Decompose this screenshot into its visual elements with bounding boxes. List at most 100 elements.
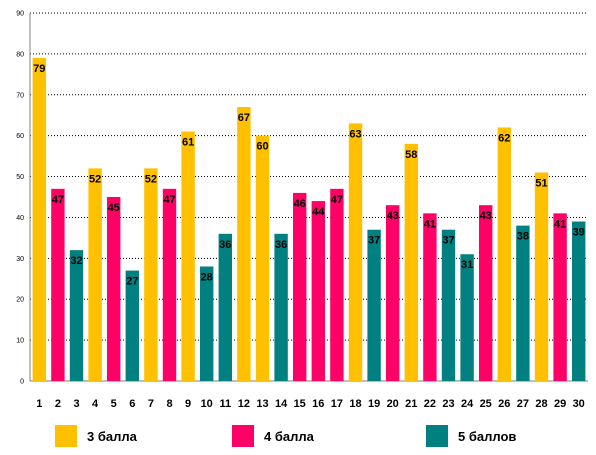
x-tick-label-24: 24 bbox=[461, 398, 474, 410]
bar-28 bbox=[534, 172, 549, 381]
y-tick-label-80: 80 bbox=[16, 51, 24, 58]
bar-25 bbox=[479, 205, 493, 381]
data-label-19: 37 bbox=[368, 235, 380, 247]
x-tick-label-17: 17 bbox=[331, 398, 343, 410]
x-tick-label-29: 29 bbox=[554, 398, 566, 410]
data-label-10: 28 bbox=[201, 272, 213, 284]
x-tick-label-9: 9 bbox=[185, 398, 191, 410]
bar-27 bbox=[516, 225, 530, 381]
bar-19 bbox=[367, 229, 381, 381]
bar-6 bbox=[125, 270, 139, 381]
bar-14 bbox=[274, 233, 288, 381]
y-tick-label-40: 40 bbox=[16, 215, 24, 222]
data-label-23: 37 bbox=[442, 235, 454, 247]
bar-24 bbox=[460, 254, 474, 381]
bar-22 bbox=[423, 213, 437, 381]
x-tick-label-25: 25 bbox=[480, 398, 492, 410]
bar-10 bbox=[200, 266, 214, 381]
data-label-11: 36 bbox=[219, 239, 231, 251]
bars bbox=[32, 57, 586, 382]
data-label-15: 46 bbox=[294, 198, 306, 210]
legend-item-4-points: 4 балла bbox=[232, 422, 314, 450]
x-tick-label-7: 7 bbox=[148, 398, 154, 410]
x-tick-label-14: 14 bbox=[275, 398, 288, 410]
data-label-29: 41 bbox=[554, 218, 566, 230]
data-label-16: 44 bbox=[312, 206, 325, 218]
bar-21 bbox=[404, 143, 418, 381]
legend: 3 балла 4 балла 5 баллов bbox=[0, 422, 596, 450]
data-label-25: 43 bbox=[480, 210, 492, 222]
bar-26 bbox=[497, 127, 511, 381]
x-tick-label-21: 21 bbox=[405, 398, 417, 410]
x-tick-label-3: 3 bbox=[73, 398, 79, 410]
data-label-2: 47 bbox=[52, 194, 64, 206]
bar-4 bbox=[88, 168, 102, 381]
data-label-5: 45 bbox=[108, 202, 120, 214]
bar-13 bbox=[255, 135, 270, 381]
data-label-30: 39 bbox=[573, 227, 585, 239]
x-tick-label-8: 8 bbox=[166, 398, 172, 410]
legend-swatch-5-points bbox=[426, 425, 448, 447]
bar-3 bbox=[69, 250, 84, 381]
x-tick-label-28: 28 bbox=[535, 398, 547, 410]
data-label-22: 41 bbox=[424, 218, 436, 230]
data-label-28: 51 bbox=[535, 177, 547, 189]
x-tick-label-4: 4 bbox=[92, 398, 99, 410]
legend-item-3-points: 3 балла bbox=[55, 422, 137, 450]
bar-9 bbox=[181, 131, 195, 381]
bar-7 bbox=[144, 168, 158, 381]
gridlines bbox=[29, 12, 588, 382]
x-tick-label-15: 15 bbox=[294, 398, 306, 410]
data-label-12: 67 bbox=[238, 112, 250, 124]
data-label-17: 47 bbox=[331, 194, 343, 206]
bar-2 bbox=[51, 188, 65, 381]
bar-18 bbox=[348, 123, 363, 382]
bar-8 bbox=[162, 188, 177, 381]
data-label-24: 31 bbox=[461, 259, 473, 271]
data-label-14: 36 bbox=[275, 239, 287, 251]
y-tick-label-0: 0 bbox=[20, 379, 24, 386]
x-tick-label-23: 23 bbox=[442, 398, 454, 410]
data-label-18: 63 bbox=[349, 128, 361, 140]
y-tick-label-90: 90 bbox=[16, 11, 24, 18]
bar-12 bbox=[237, 107, 251, 382]
x-tick-label-11: 11 bbox=[219, 398, 231, 410]
bar-chart: 7947325245275247612836676036464447633743… bbox=[16, 11, 588, 411]
bar-29 bbox=[553, 213, 567, 381]
bar-23 bbox=[441, 229, 456, 381]
legend-label-4-points: 4 балла bbox=[264, 428, 314, 444]
y-tick-label-50: 50 bbox=[16, 174, 24, 181]
legend-swatch-3-points bbox=[55, 425, 77, 447]
legend-label-3-points: 3 балла bbox=[87, 428, 137, 444]
bar-20 bbox=[386, 205, 400, 381]
data-label-26: 62 bbox=[498, 132, 510, 144]
bar-11 bbox=[218, 233, 232, 381]
bar-16 bbox=[311, 201, 325, 381]
legend-item-5-points: 5 баллов bbox=[426, 422, 516, 450]
x-tick-label-30: 30 bbox=[573, 398, 585, 410]
x-tick-label-10: 10 bbox=[201, 398, 213, 410]
x-tick-label-13: 13 bbox=[256, 398, 268, 410]
x-tick-label-1: 1 bbox=[36, 398, 42, 410]
data-label-4: 52 bbox=[89, 173, 101, 185]
y-tick-label-30: 30 bbox=[16, 256, 24, 263]
data-label-6: 27 bbox=[126, 276, 138, 288]
bar-5 bbox=[107, 197, 121, 381]
data-labels: 79 47 32 52 45 27 52 47 61 28 36 67 60 36 46 44 47 63 37 43… bbox=[33, 63, 585, 288]
x-tick-label-5: 5 bbox=[111, 398, 117, 410]
y-tick-label-60: 60 bbox=[16, 133, 24, 140]
bar-30 bbox=[572, 221, 586, 381]
x-tick-label-16: 16 bbox=[312, 398, 324, 410]
data-label-20: 43 bbox=[387, 210, 399, 222]
x-tick-label-26: 26 bbox=[498, 398, 510, 410]
bar-17 bbox=[330, 188, 344, 381]
y-tick-label-10: 10 bbox=[16, 338, 24, 345]
x-tick-label-2: 2 bbox=[55, 398, 61, 410]
data-label-21: 58 bbox=[405, 149, 417, 161]
legend-swatch-4-points bbox=[232, 425, 254, 447]
data-label-1: 79 bbox=[33, 63, 45, 75]
x-tick-label-18: 18 bbox=[349, 398, 361, 410]
y-tick-label-20: 20 bbox=[16, 297, 24, 304]
data-label-27: 38 bbox=[517, 231, 529, 243]
